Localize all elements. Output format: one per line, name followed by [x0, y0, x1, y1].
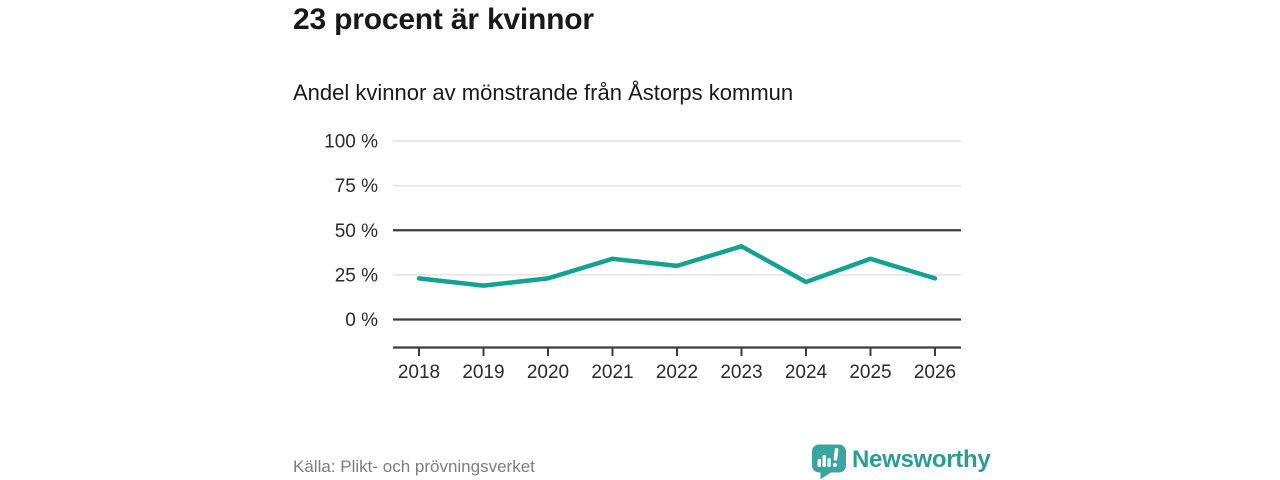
y-tick-label: 25 %	[335, 265, 378, 286]
newsworthy-logo: Newsworthy	[811, 443, 991, 480]
data-line-Andel kvinnor	[416, 244, 938, 288]
y-tick-label: 50 %	[335, 221, 378, 242]
chart-subtitle: Andel kvinnor av mönstrande från Åstorps…	[293, 80, 794, 105]
bar-chart-speech-bubble-icon	[812, 444, 846, 480]
newsworthy-wordmark: Newsworthy	[852, 446, 991, 473]
x-tick-label: 2022	[656, 362, 698, 383]
x-tick-label: 2018	[398, 362, 440, 383]
x-tick-label: 2026	[914, 362, 956, 383]
x-tick-label: 2025	[849, 362, 891, 383]
page-title: 23 procent är kvinnor	[293, 3, 594, 36]
y-tick-label: 75 %	[335, 176, 378, 197]
x-tick-label: 2023	[720, 362, 762, 383]
y-tick-label: 0 %	[345, 310, 378, 331]
x-tick-label: 2024	[785, 362, 828, 383]
x-tick-label: 2021	[591, 362, 633, 383]
y-tick-label: 100 %	[324, 132, 378, 153]
source-note: Källa: Plikt- och prövningsverket	[293, 457, 535, 476]
x-tick-label: 2020	[527, 362, 569, 383]
x-tick-label: 2019	[462, 362, 504, 383]
